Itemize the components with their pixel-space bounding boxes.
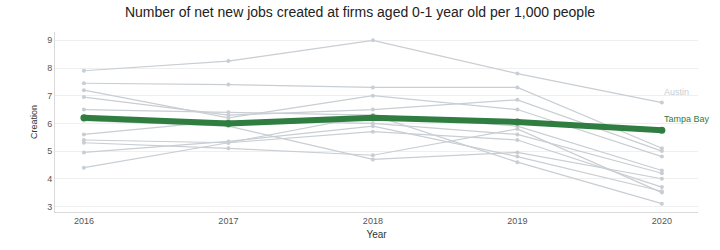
svg-text:2020: 2020 bbox=[652, 216, 672, 226]
svg-text:8: 8 bbox=[47, 63, 52, 73]
svg-text:2018: 2018 bbox=[363, 216, 383, 226]
svg-text:9: 9 bbox=[47, 35, 52, 45]
svg-text:2017: 2017 bbox=[218, 216, 238, 226]
svg-text:Austin: Austin bbox=[664, 87, 689, 97]
svg-text:5: 5 bbox=[47, 146, 52, 156]
svg-text:6: 6 bbox=[47, 119, 52, 129]
svg-text:7: 7 bbox=[47, 91, 52, 101]
svg-text:Tampa Bay: Tampa Bay bbox=[664, 114, 710, 124]
svg-text:Creation: Creation bbox=[29, 105, 39, 139]
svg-text:4: 4 bbox=[47, 174, 52, 184]
svg-text:2016: 2016 bbox=[74, 216, 94, 226]
svg-text:Number of net new jobs created: Number of net new jobs created at firms … bbox=[125, 4, 595, 20]
svg-text:Year: Year bbox=[366, 229, 387, 240]
svg-text:3: 3 bbox=[47, 202, 52, 212]
svg-text:2019: 2019 bbox=[507, 216, 527, 226]
